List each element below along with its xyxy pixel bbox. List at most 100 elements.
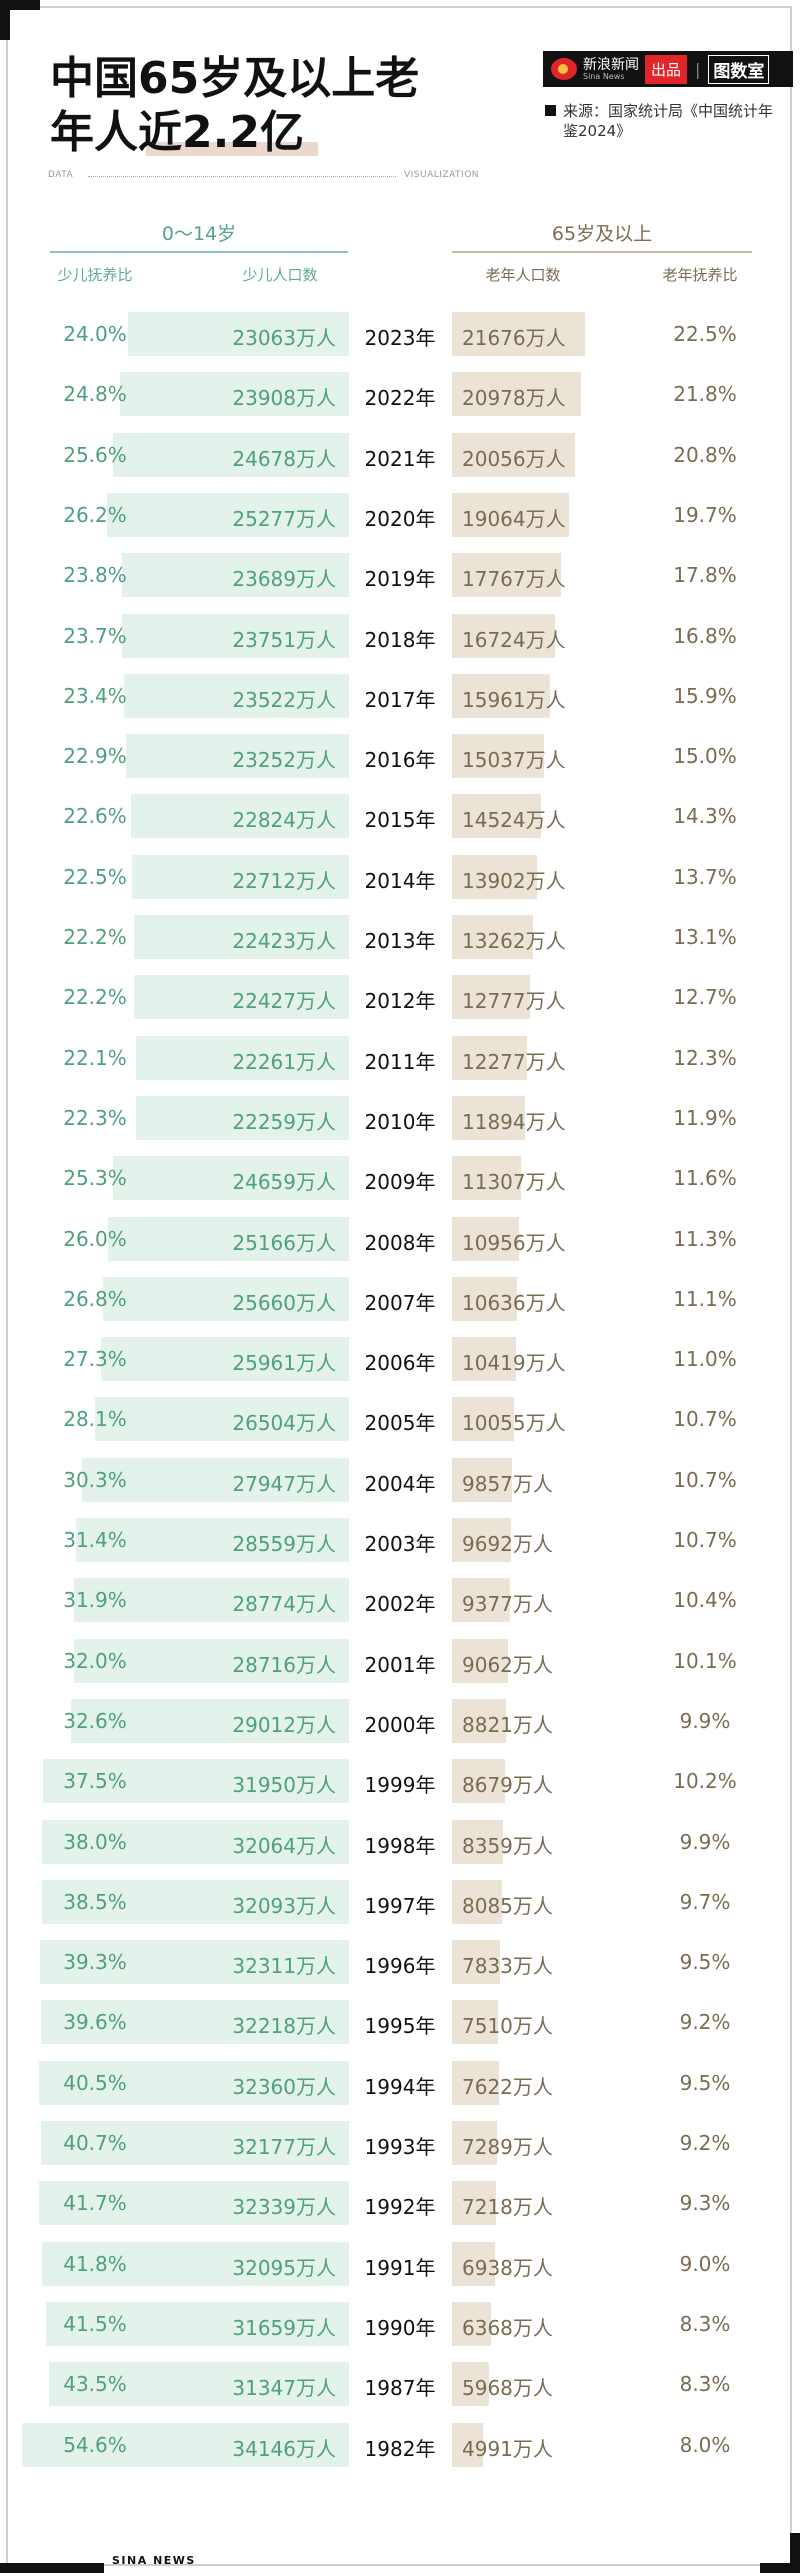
old-pop-bar bbox=[452, 1035, 528, 1080]
old-pop-bar bbox=[452, 734, 545, 779]
young-ratio-cell: 22.1% bbox=[63, 1045, 127, 1070]
old-pop-bar bbox=[452, 2060, 499, 2105]
young-pop-bar bbox=[48, 2362, 349, 2407]
old-ratio-cell: 8.0% bbox=[679, 2432, 731, 2457]
year-cell: 1993年 bbox=[364, 2135, 436, 2159]
old-pop-bar bbox=[452, 1819, 504, 1864]
young-pop-cell: 32311万人 bbox=[232, 1954, 336, 1979]
young-ratio-cell: 31.4% bbox=[63, 1528, 127, 1552]
year-cell: 2017年 bbox=[364, 687, 436, 712]
young-pop-bar bbox=[40, 2000, 349, 2045]
young-pop-cell: 24659万人 bbox=[232, 1170, 336, 1195]
young-pop-bar bbox=[107, 492, 349, 537]
old-pop-cell: 10419万人 bbox=[462, 1351, 566, 1376]
old-pop-bar bbox=[452, 2362, 489, 2407]
young-ratio-cell: 25.6% bbox=[63, 442, 127, 467]
table-row: 27.3% 25961万人 2006年 10419万人 11.0% bbox=[0, 1335, 800, 1383]
young-ratio-cell: 37.5% bbox=[63, 1769, 127, 1794]
old-pop-bar bbox=[452, 1578, 510, 1623]
title-line-1: 中国65岁及以上老 bbox=[50, 53, 420, 104]
old-pop-cell: 20056万人 bbox=[462, 446, 566, 471]
young-pop-cell: 31950万人 bbox=[232, 1773, 336, 1798]
old-pop-bar bbox=[452, 1156, 522, 1201]
old-ratio-cell: 9.2% bbox=[679, 2010, 731, 2035]
year-cell: 1996年 bbox=[364, 1954, 436, 1979]
young-ratio-cell: 22.5% bbox=[63, 864, 127, 889]
old-pop-bar bbox=[452, 2301, 492, 2346]
corner-mark-top-left bbox=[0, 0, 40, 10]
young-ratio-cell: 23.8% bbox=[63, 563, 127, 588]
old-pop-bar bbox=[452, 372, 581, 417]
year-cell: 2019年 bbox=[364, 567, 436, 592]
young-pop-cell: 28559万人 bbox=[232, 1532, 336, 1556]
old-pop-cell: 15961万人 bbox=[462, 687, 566, 712]
young-pop-bar bbox=[39, 2181, 349, 2226]
young-ratio-cell: 22.6% bbox=[63, 804, 127, 829]
old-pop-bar bbox=[452, 1518, 512, 1562]
young-pop-cell: 34146万人 bbox=[232, 2436, 336, 2461]
old-pop-bar bbox=[452, 1759, 506, 1804]
young-pop-bar bbox=[135, 1035, 349, 1080]
young-ratio-cell: 24.8% bbox=[63, 382, 127, 407]
old-pop-bar bbox=[452, 673, 550, 718]
old-pop-cell: 7218万人 bbox=[462, 2195, 553, 2220]
old-pop-cell: 8821万人 bbox=[462, 1712, 553, 1737]
year-cell: 2000年 bbox=[364, 1712, 436, 1737]
old-pop-cell: 6368万人 bbox=[462, 2315, 553, 2340]
old-pop-bar bbox=[452, 2181, 497, 2226]
old-ratio-cell: 10.7% bbox=[673, 1467, 737, 1492]
year-cell: 2012年 bbox=[364, 989, 436, 1014]
year-cell: 2020年 bbox=[364, 506, 436, 531]
old-pop-cell: 8679万人 bbox=[462, 1773, 553, 1798]
old-ratio-cell: 9.5% bbox=[679, 2070, 731, 2095]
young-ratio-cell: 26.2% bbox=[63, 502, 127, 527]
young-pop-bar bbox=[39, 1940, 349, 1985]
title-highlight bbox=[146, 142, 318, 156]
table-row: 40.7% 32177万人 1993年 7289万人 9.2% bbox=[0, 2119, 800, 2167]
table-row: 22.2% 22427万人 2012年 12777万人 12.7% bbox=[0, 973, 800, 1021]
young-pop-bar bbox=[135, 1095, 349, 1140]
old-pop-bar bbox=[452, 432, 576, 477]
year-cell: 2014年 bbox=[364, 868, 436, 893]
young-pop-bar bbox=[22, 2422, 349, 2467]
old-pop-cell: 5968万人 bbox=[462, 2376, 553, 2401]
old-ratio-cell: 20.8% bbox=[673, 442, 737, 467]
old-pop-cell: 9377万人 bbox=[462, 1592, 553, 1617]
table-row: 54.6% 34146万人 1982年 4991万人 8.0% bbox=[0, 2421, 800, 2469]
brand-text: 新浪新闻 Sina News bbox=[583, 58, 639, 81]
corner-mark-top-left-v bbox=[0, 0, 10, 40]
old-pop-cell: 12777万人 bbox=[462, 989, 566, 1014]
year-cell: 1997年 bbox=[364, 1893, 436, 1918]
table-row: 22.5% 22712万人 2014年 13902万人 13.7% bbox=[0, 853, 800, 901]
old-pop-cell: 7833万人 bbox=[462, 1954, 553, 1979]
old-pop-cell: 7289万人 bbox=[462, 2135, 553, 2159]
old-pop-cell: 7622万人 bbox=[462, 2074, 553, 2099]
page-frame bbox=[6, 6, 792, 2566]
young-pop-bar bbox=[112, 1156, 349, 1201]
table-row: 28.1% 26504万人 2005年 10055万人 10.7% bbox=[0, 1395, 800, 1443]
old-pop-cell: 11307万人 bbox=[462, 1170, 566, 1195]
year-cell: 1982年 bbox=[364, 2436, 436, 2461]
young-pop-cell: 22824万人 bbox=[232, 808, 336, 833]
young-ratio-cell: 39.3% bbox=[63, 1950, 127, 1975]
year-cell: 2008年 bbox=[364, 1230, 436, 1255]
young-pop-bar bbox=[134, 975, 349, 1020]
source-note: 来源：国家统计局《中国统计年鉴2024》 bbox=[545, 101, 785, 141]
old-pop-bar bbox=[452, 312, 585, 356]
young-pop-cell: 27947万人 bbox=[232, 1471, 336, 1496]
brand-bar: 新浪新闻 Sina News 出品 | 图数室 bbox=[543, 51, 793, 87]
young-ratio-cell: 32.6% bbox=[63, 1708, 127, 1733]
year-cell: 2016年 bbox=[364, 748, 436, 773]
old-ratio-cell: 11.1% bbox=[673, 1286, 737, 1311]
old-ratio-cell: 9.5% bbox=[679, 1950, 731, 1975]
young-pop-bar bbox=[41, 2241, 349, 2286]
young-pop-cell: 23522万人 bbox=[232, 687, 336, 712]
year-cell: 2010年 bbox=[364, 1109, 436, 1134]
year-cell: 1998年 bbox=[364, 1833, 436, 1858]
year-cell: 2013年 bbox=[364, 929, 436, 953]
old-ratio-cell: 11.0% bbox=[673, 1347, 737, 1372]
old-pop-bar bbox=[452, 854, 538, 899]
young-ratio-cell: 26.0% bbox=[63, 1226, 127, 1251]
old-pop-bar bbox=[452, 794, 542, 839]
year-cell: 2011年 bbox=[364, 1049, 436, 1074]
